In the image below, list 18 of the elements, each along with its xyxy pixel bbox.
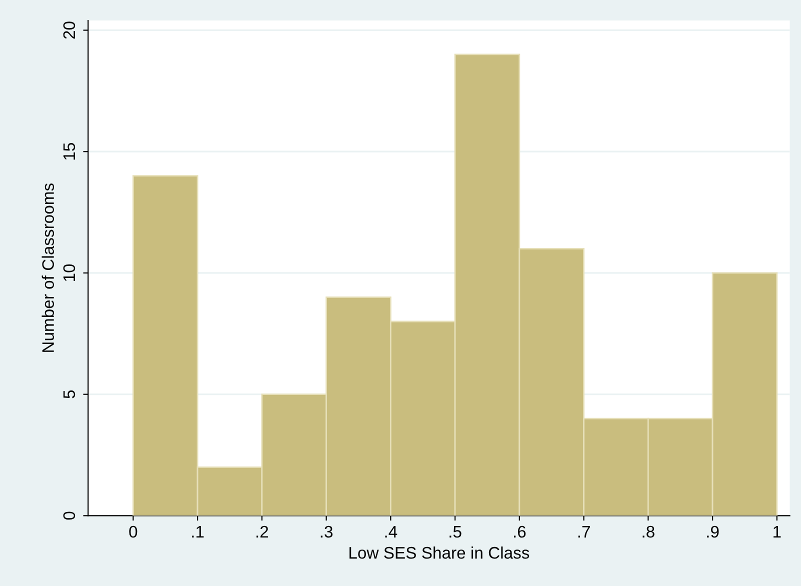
x-tick-label: .6 [514,526,526,538]
x-tick-label: .1 [192,526,204,538]
x-tick-label: .4 [385,526,398,538]
x-tick-label: .3 [320,526,333,538]
y-tick-label: 20 [63,22,76,39]
x-tick-label: .7 [578,526,590,538]
y-axis-title: Number of Classrooms [42,183,54,352]
y-tick-label: 15 [63,143,76,160]
y-tick-label: 10 [63,264,76,281]
x-tick-label: .2 [256,526,268,538]
x-tick-label: 0 [129,526,138,538]
y-tick-label: 0 [63,512,76,520]
x-tick-label: .8 [642,526,654,538]
x-tick-label: .9 [707,526,719,538]
x-tick-label: .5 [450,526,462,538]
y-tick-label: 5 [63,390,76,398]
x-tick-label: 1 [774,526,781,538]
x-axis-title: Low SES Share in Class [350,546,530,559]
